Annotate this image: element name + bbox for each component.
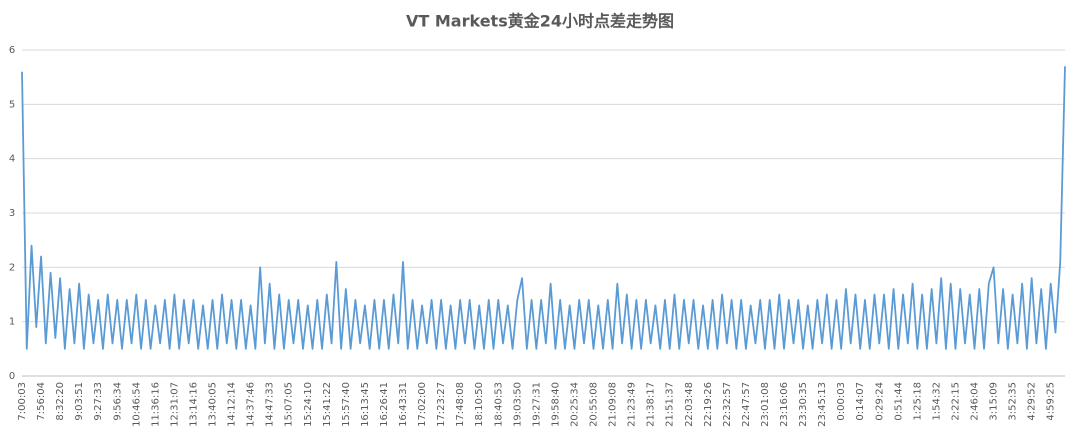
x-tick-label: 21:38:17	[646, 382, 657, 427]
x-tick-label: 18:10:50	[474, 382, 485, 427]
x-tick-label: 4:29:52	[1027, 382, 1038, 421]
x-tick-label: 10:46:54	[131, 382, 142, 427]
x-tick-label: 16:13:45	[360, 382, 371, 427]
x-tick-label: 21:23:49	[627, 382, 638, 427]
x-tick-label: 3:52:35	[1008, 382, 1019, 421]
x-tick-label: 14:47:33	[265, 382, 276, 427]
x-tick-label: 20:55:08	[589, 382, 600, 427]
x-tick-label: 2:22:15	[950, 382, 961, 421]
chart-title: VT Markets黄金24小时点差走势图	[406, 12, 674, 31]
x-tick-label: 11:36:16	[150, 382, 161, 427]
y-tick-label: 4	[9, 154, 15, 165]
x-tick-label: 19:27:31	[531, 382, 542, 427]
y-tick-label: 0	[9, 371, 15, 382]
y-tick-label: 2	[9, 262, 15, 273]
x-tick-label: 20:25:34	[569, 382, 580, 427]
x-tick-label: 19:58:40	[550, 382, 561, 427]
data-line	[21, 66, 1066, 350]
x-tick-label: 8:32:20	[55, 382, 66, 421]
x-tick-label: 9:03:51	[74, 382, 85, 421]
x-tick-label: 23:01:08	[760, 382, 771, 427]
y-tick-label: 6	[9, 45, 15, 56]
y-tick-label: 3	[9, 208, 15, 219]
x-tick-label: 7:56:04	[36, 382, 47, 421]
x-tick-label: 1:25:18	[912, 382, 923, 421]
x-tick-label: 13:14:16	[188, 382, 199, 427]
x-tick-label: 23:16:06	[779, 382, 790, 427]
x-tick-label: 15:57:40	[341, 382, 352, 427]
x-tick-label: 19:03:50	[512, 382, 523, 427]
x-tick-label: 14:37:46	[246, 382, 257, 427]
x-tick-label: 15:07:05	[284, 382, 295, 427]
x-tick-label: 16:26:41	[379, 382, 390, 427]
x-tick-label: 17:48:08	[455, 382, 466, 427]
x-tick-label: 0:29:24	[874, 382, 885, 421]
x-tick-label: 14:12:14	[227, 382, 238, 427]
x-tick-label: 12:31:07	[169, 382, 180, 427]
x-tick-label: 0:51:44	[893, 382, 904, 421]
x-tick-label: 16:43:31	[398, 382, 409, 427]
x-tick-label: 23:45:13	[817, 382, 828, 427]
x-tick-label: 15:41:22	[322, 382, 333, 427]
x-tick-label: 21:09:08	[608, 382, 619, 427]
x-tick-label: 9:27:33	[93, 382, 104, 421]
x-tick-label: 7:00:03	[17, 382, 28, 421]
x-tick-label: 22:19:26	[703, 382, 714, 427]
x-tick-label: 22:32:57	[722, 382, 733, 427]
x-tick-label: 17:02:00	[417, 382, 428, 427]
x-tick-label: 18:40:53	[493, 382, 504, 427]
x-tick-label: 15:24:10	[303, 382, 314, 427]
x-tick-label: 21:51:37	[665, 382, 676, 427]
x-tick-label: 1:54:32	[931, 382, 942, 421]
x-tick-label: 2:46:04	[970, 382, 981, 421]
y-tick-label: 5	[9, 99, 15, 110]
x-tick-label: 4:59:25	[1046, 382, 1057, 421]
x-tick-label: 22:03:48	[684, 382, 695, 427]
x-tick-label: 23:30:35	[798, 382, 809, 427]
x-tick-label: 22:47:57	[741, 382, 752, 427]
x-tick-label: 13:40:05	[208, 382, 219, 427]
y-tick-label: 1	[9, 317, 15, 328]
x-tick-label: 17:23:27	[436, 382, 447, 427]
x-tick-label: 9:56:34	[112, 382, 123, 421]
x-tick-label: 3:15:09	[989, 382, 1000, 421]
x-tick-label: 0:00:03	[836, 382, 847, 421]
x-tick-label: 0:14:07	[855, 382, 866, 421]
